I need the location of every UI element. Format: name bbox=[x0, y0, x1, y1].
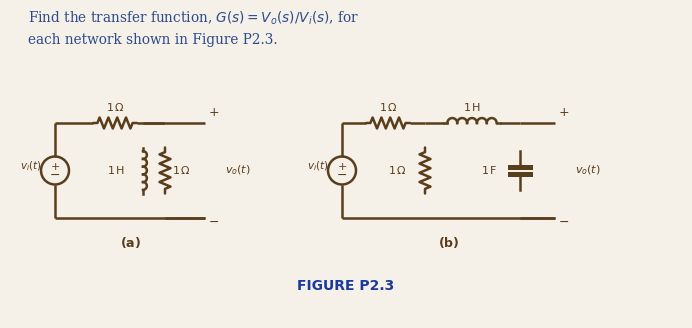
Text: +: + bbox=[51, 161, 60, 172]
Text: $1\,\Omega$: $1\,\Omega$ bbox=[106, 101, 125, 113]
Text: +: + bbox=[559, 106, 570, 119]
Text: +: + bbox=[337, 161, 347, 172]
Text: Find the transfer function, $G(s) = V_o(s)/V_i(s)$, for: Find the transfer function, $G(s) = V_o(… bbox=[28, 10, 359, 28]
Text: −: − bbox=[209, 216, 219, 229]
Text: $v_o(t)$: $v_o(t)$ bbox=[575, 164, 601, 177]
Text: $1\,\Omega$: $1\,\Omega$ bbox=[388, 165, 407, 176]
Text: $\mathbf{(b)}$: $\mathbf{(b)}$ bbox=[438, 235, 459, 250]
Text: −: − bbox=[337, 169, 347, 182]
Text: $1\,\Omega$: $1\,\Omega$ bbox=[172, 165, 191, 176]
Text: each network shown in Figure P2.3.: each network shown in Figure P2.3. bbox=[28, 33, 277, 47]
Text: +: + bbox=[209, 106, 219, 119]
Text: $1\,\Omega$: $1\,\Omega$ bbox=[379, 101, 397, 113]
Text: $1\,\mathrm{H}$: $1\,\mathrm{H}$ bbox=[107, 165, 125, 176]
Text: $v_o(t)$: $v_o(t)$ bbox=[225, 164, 251, 177]
Text: −: − bbox=[50, 169, 60, 182]
Text: $v_i(t)$: $v_i(t)$ bbox=[307, 160, 329, 173]
Text: $1\,\mathrm{H}$: $1\,\mathrm{H}$ bbox=[463, 101, 481, 113]
Text: $\mathbf{(a)}$: $\mathbf{(a)}$ bbox=[120, 235, 140, 250]
Text: $1\,\mathrm{F}$: $1\,\mathrm{F}$ bbox=[482, 165, 498, 176]
Text: −: − bbox=[559, 216, 570, 229]
Text: $v_i(t)$: $v_i(t)$ bbox=[20, 160, 42, 173]
Text: FIGURE P2.3: FIGURE P2.3 bbox=[298, 279, 394, 293]
